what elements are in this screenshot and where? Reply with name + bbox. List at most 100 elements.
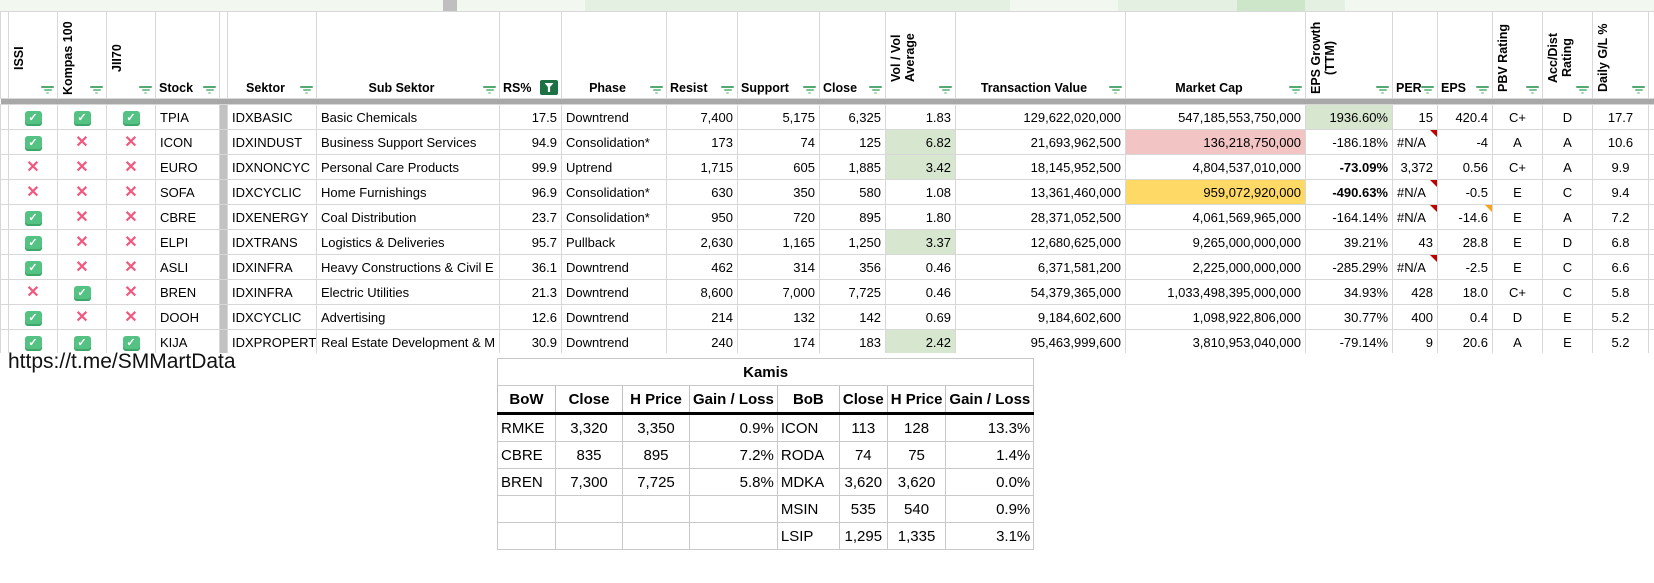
rs-cell[interactable]: 99.9 [499,154,562,180]
vol-ratio-cell[interactable]: 2.42 [885,329,956,353]
kompas100-cell[interactable] [57,229,107,255]
bob-gain-cell[interactable]: 3.1% [945,522,1035,550]
col-header-vol-ratio[interactable]: Vol / Vol Average [885,11,956,99]
rs-cell[interactable]: 96.9 [499,179,562,205]
eps-growth-cell[interactable]: -490.63% [1305,179,1393,205]
sektor-cell[interactable]: IDXCYCLIC [227,179,317,205]
eps-growth-cell[interactable]: 1936.60% [1305,104,1393,130]
sub-sektor-cell[interactable]: Coal Distribution [316,204,500,230]
daily-gl-cell[interactable]: 5.2 [1592,329,1649,353]
filter-icon[interactable] [1576,86,1589,94]
sub-sektor-cell[interactable]: Personal Care Products [316,154,500,180]
bow-close-cell[interactable] [555,522,623,550]
eps-growth-cell[interactable]: -186.18% [1305,129,1393,155]
col-header-sektor[interactable]: Sektor [227,11,317,99]
phase-cell[interactable]: Consolidation* [561,204,667,230]
sektor-cell[interactable]: IDXPROPERT [227,329,317,353]
market-cap-cell[interactable]: 1,098,922,806,000 [1125,304,1306,330]
pbv-rating-cell[interactable]: E [1492,254,1543,280]
filter-icon[interactable] [1109,86,1122,94]
phase-cell[interactable]: Uptrend [561,154,667,180]
stock-ticker-cell[interactable]: CBRE [155,204,220,230]
col-header-accdist-rating[interactable]: Acc/Dist Rating [1542,11,1593,99]
col-header-phase[interactable]: Phase [561,11,667,99]
filter-icon[interactable] [1289,86,1302,94]
resist-cell[interactable]: 173 [666,129,738,155]
col-header-sub-sektor[interactable]: Sub Sektor [316,11,500,99]
filter-icon[interactable] [1526,86,1539,94]
close-cell[interactable]: 7,725 [819,279,886,305]
stock-ticker-cell[interactable]: ELPI [155,229,220,255]
phase-cell[interactable]: Downtrend [561,329,667,353]
transaction-value-cell[interactable]: 9,184,602,600 [955,304,1126,330]
bow-gain-cell[interactable]: 0.9% [689,413,778,442]
col-header-eps[interactable]: EPS [1437,11,1493,99]
transaction-value-cell[interactable]: 28,371,052,500 [955,204,1126,230]
per-cell[interactable]: 3,372 [1392,154,1438,180]
sektor-cell[interactable]: IDXINFRA [227,279,317,305]
accdist-rating-cell[interactable]: C [1542,279,1593,305]
bow-gain-cell[interactable]: 7.2% [689,441,778,469]
pbv-rating-cell[interactable]: C+ [1492,104,1543,130]
bob-gain-cell[interactable]: 13.3% [945,413,1035,442]
filter-icon[interactable] [483,86,496,94]
kompas100-cell[interactable] [57,179,107,205]
accdist-rating-cell[interactable]: D [1542,229,1593,255]
support-cell[interactable]: 720 [737,204,820,230]
per-cell[interactable]: #N/A [1392,204,1438,230]
filter-icon[interactable] [650,86,663,94]
transaction-value-cell[interactable]: 6,371,581,200 [955,254,1126,280]
filter-icon[interactable] [869,86,882,94]
sub-sektor-cell[interactable]: Real Estate Development & M [316,329,500,353]
phase-cell[interactable]: Downtrend [561,254,667,280]
rs-cell[interactable]: 36.1 [499,254,562,280]
bob-ticker-cell[interactable]: MDKA [776,468,840,496]
kompas100-cell[interactable] [57,154,107,180]
bob-hprice-cell[interactable]: 1,335 [886,522,947,550]
transaction-value-cell[interactable]: 12,680,625,000 [955,229,1126,255]
jii70-cell[interactable] [106,329,156,353]
eps-growth-cell[interactable]: -164.14% [1305,204,1393,230]
eps-cell[interactable]: -14.6 [1437,204,1493,230]
support-cell[interactable]: 5,175 [737,104,820,130]
vol-ratio-cell[interactable]: 0.46 [885,254,956,280]
resist-cell[interactable]: 240 [666,329,738,353]
per-cell[interactable]: 428 [1392,279,1438,305]
kompas100-cell[interactable] [57,304,107,330]
filter-icon[interactable] [1476,86,1489,94]
eps-cell[interactable]: -4 [1437,129,1493,155]
kompas100-cell[interactable] [57,254,107,280]
sub-sektor-cell[interactable]: Home Furnishings [316,179,500,205]
col-header-market-cap[interactable]: Market Cap [1125,11,1306,99]
daily-gl-cell[interactable]: 10.6 [1592,129,1649,155]
col-header-pbv-rating[interactable]: PBV Rating [1492,11,1543,99]
rs-cell[interactable]: 94.9 [499,129,562,155]
accdist-rating-cell[interactable]: C [1542,254,1593,280]
close-cell[interactable]: 1,250 [819,229,886,255]
stock-ticker-cell[interactable]: TPIA [155,104,220,130]
filter-icon[interactable] [300,86,313,94]
stock-ticker-cell[interactable]: SOFA [155,179,220,205]
support-cell[interactable]: 7,000 [737,279,820,305]
eps-cell[interactable]: 0.56 [1437,154,1493,180]
accdist-rating-cell[interactable]: A [1542,154,1593,180]
sub-sektor-cell[interactable]: Business Support Services [316,129,500,155]
issi-cell[interactable] [8,254,58,280]
bob-ticker-cell[interactable]: LSIP [776,522,840,550]
close-cell[interactable]: 142 [819,304,886,330]
col-header-rs[interactable]: RS% [499,11,562,99]
filter-icon[interactable] [203,86,216,94]
market-cap-cell[interactable]: 1,033,498,395,000,000 [1125,279,1306,305]
pbv-rating-cell[interactable]: E [1492,229,1543,255]
transaction-value-cell[interactable]: 21,693,962,500 [955,129,1126,155]
daily-gl-cell[interactable]: 9.4 [1592,179,1649,205]
close-cell[interactable]: 183 [819,329,886,353]
transaction-value-cell[interactable]: 54,379,365,000 [955,279,1126,305]
eps-growth-cell[interactable]: -73.09% [1305,154,1393,180]
telegram-link[interactable]: https://t.me/SMMartData [8,350,236,373]
rs-cell[interactable]: 21.3 [499,279,562,305]
daily-gl-cell[interactable]: 5.2 [1592,304,1649,330]
bow-hprice-cell[interactable]: 7,725 [622,468,690,496]
jii70-cell[interactable] [106,104,156,130]
accdist-rating-cell[interactable]: E [1542,304,1593,330]
